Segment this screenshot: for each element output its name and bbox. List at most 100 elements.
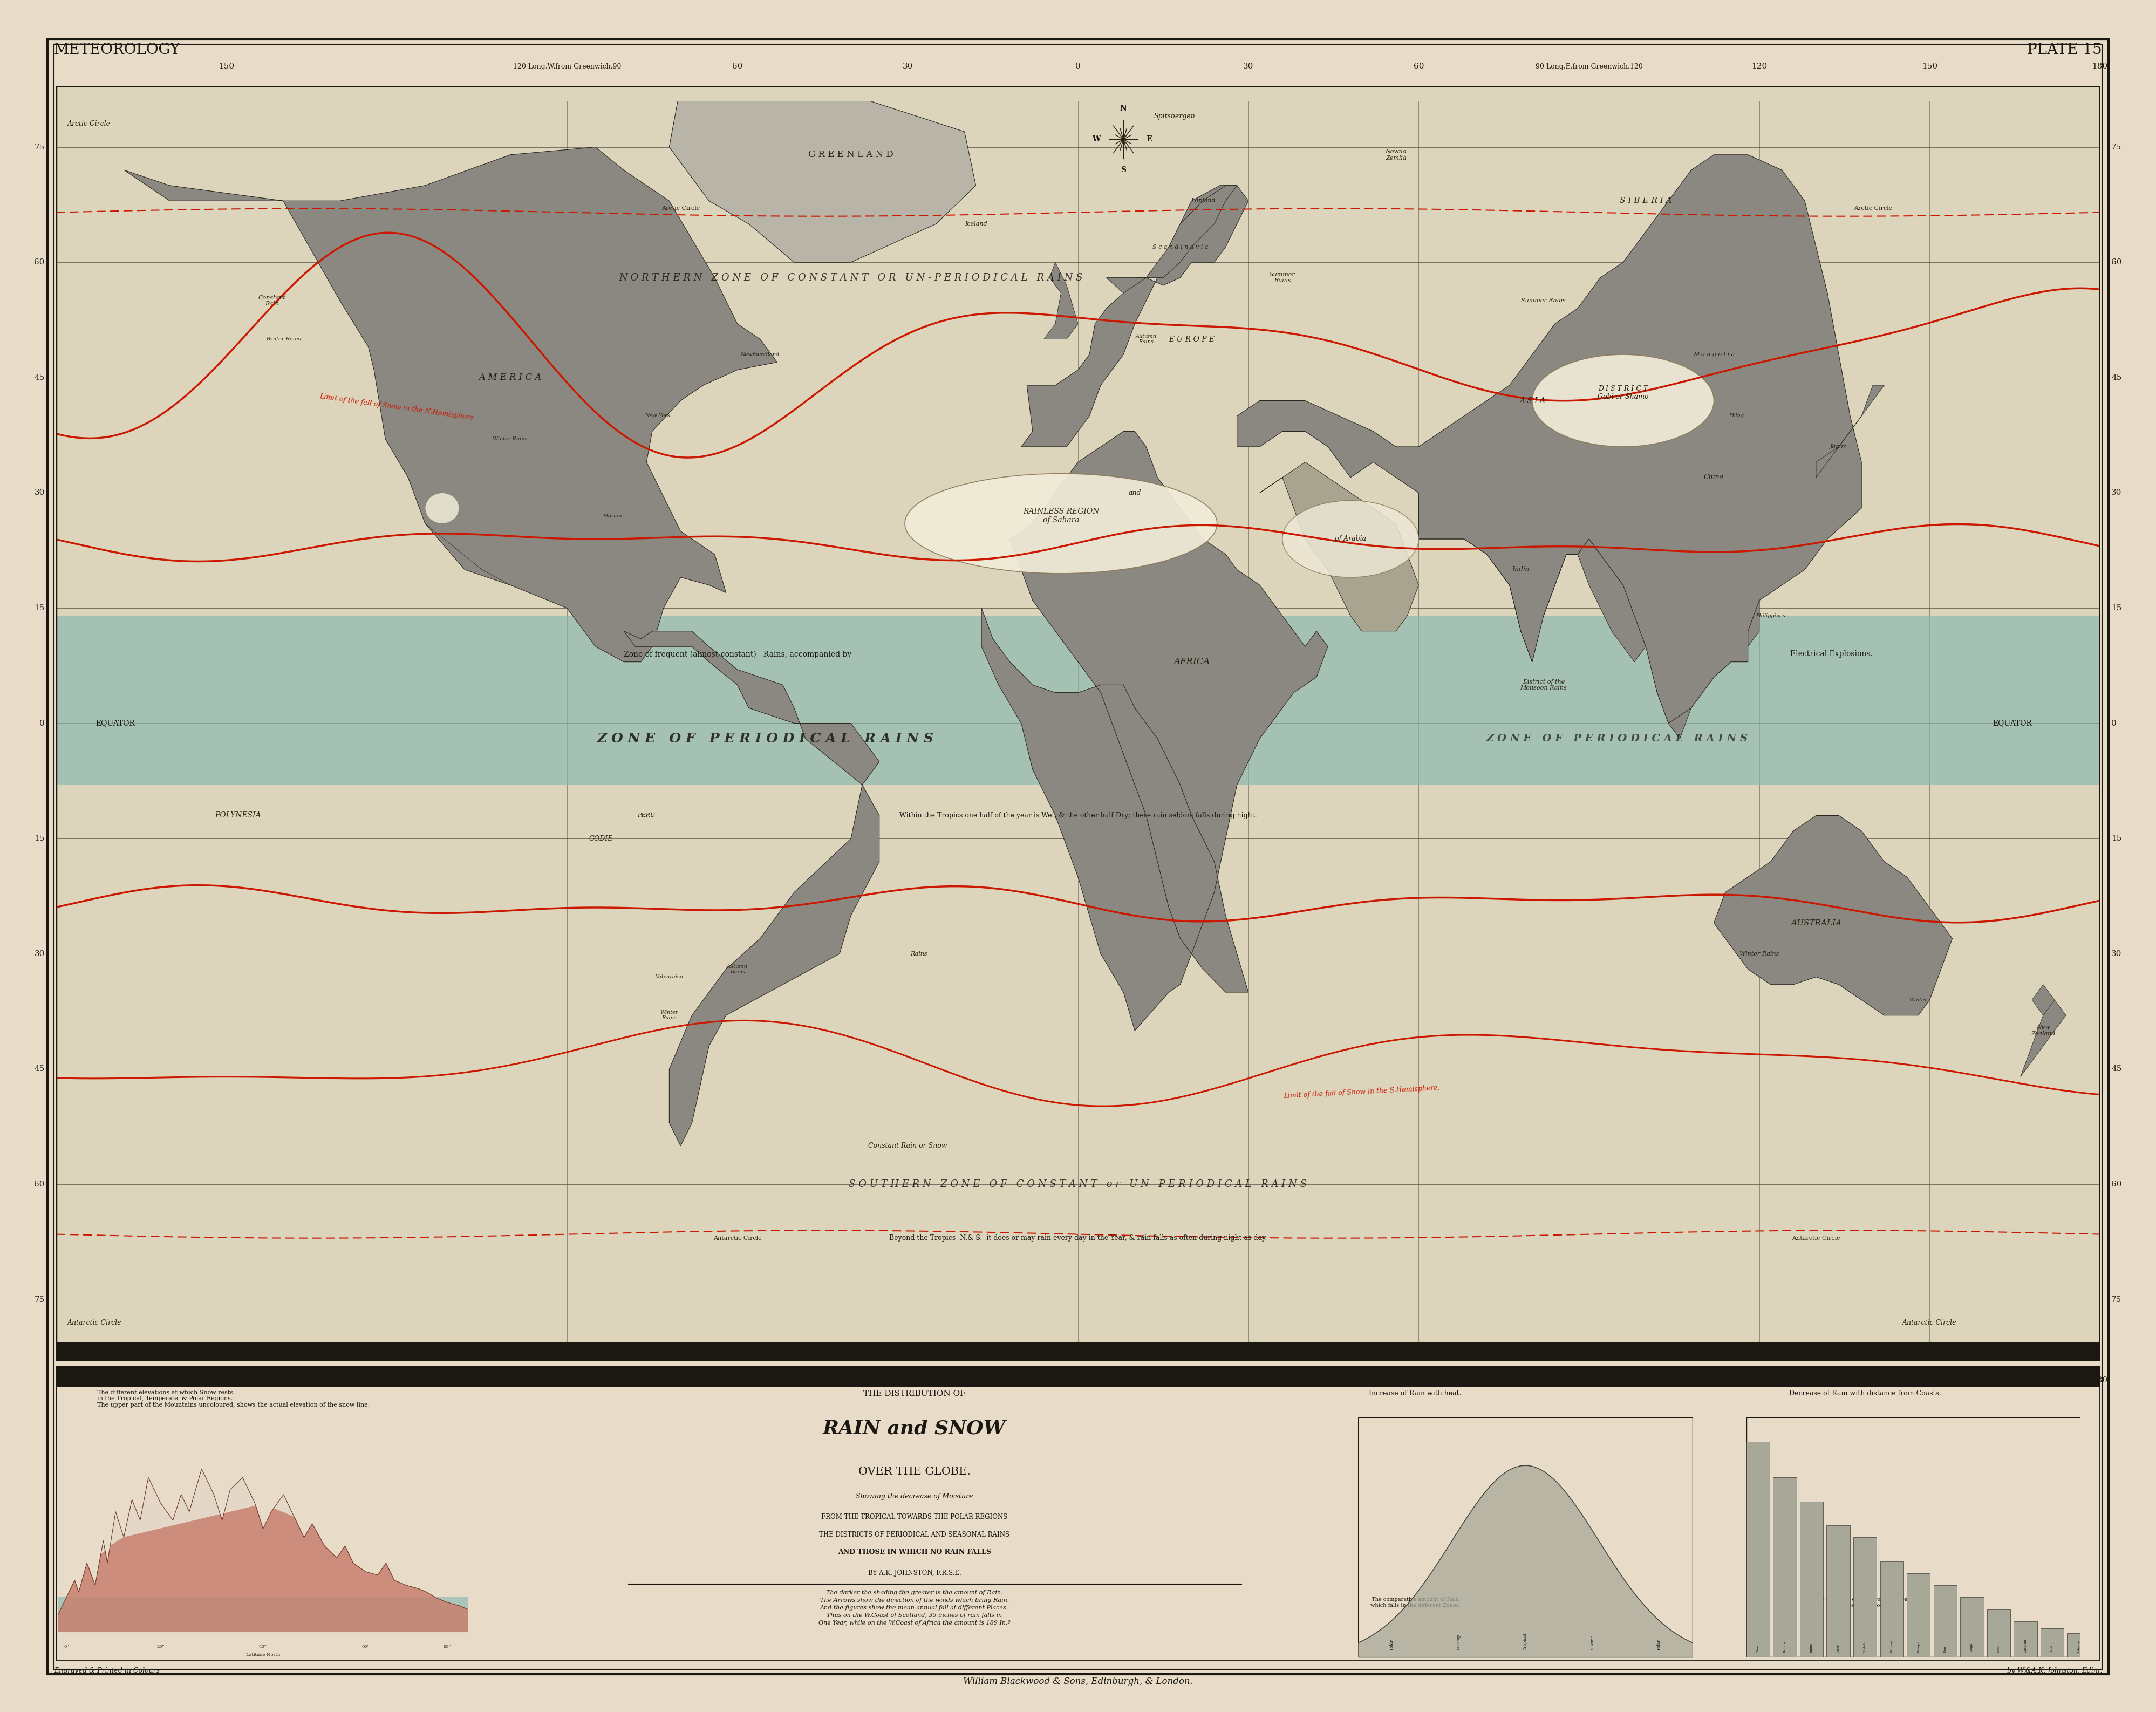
Polygon shape	[1419, 539, 1759, 738]
Text: Valparaiso: Valparaiso	[655, 974, 683, 979]
Text: EQUATOR: EQUATOR	[95, 719, 136, 728]
Text: Constant Rain or Snow: Constant Rain or Snow	[869, 1142, 946, 1149]
Text: 30: 30	[903, 63, 912, 70]
Polygon shape	[981, 431, 1328, 1031]
Text: 150: 150	[1921, 1376, 1938, 1383]
Text: E U R O P E: E U R O P E	[1169, 336, 1214, 342]
Ellipse shape	[906, 474, 1218, 574]
Text: 120: 120	[1751, 63, 1768, 70]
Text: Rhine: Rhine	[1811, 1642, 1813, 1652]
Text: of Arabia: of Arabia	[1335, 536, 1367, 543]
Polygon shape	[425, 524, 511, 586]
Text: 45: 45	[34, 373, 45, 382]
Bar	[1746, 1442, 1770, 1657]
Text: 60: 60	[34, 259, 45, 265]
Text: 0: 0	[1076, 63, 1080, 70]
Text: 120: 120	[1751, 1376, 1768, 1383]
Text: Interior: Interior	[2078, 1640, 2081, 1652]
Text: N: N	[1119, 104, 1128, 113]
Text: The comparative amount of Rain
which falls in the different Zones.: The comparative amount of Rain which fal…	[1371, 1597, 1460, 1608]
Text: PERU: PERU	[638, 813, 655, 818]
Bar	[58, 1597, 468, 1632]
Text: 45: 45	[34, 1065, 45, 1073]
Polygon shape	[1022, 185, 1248, 447]
Text: Dnieper: Dnieper	[1917, 1638, 1919, 1652]
Text: 30: 30	[2111, 490, 2122, 496]
Text: 120 Long.W.from Greenwich.90: 120 Long.W.from Greenwich.90	[513, 1376, 621, 1383]
Text: Tropical: Tropical	[1522, 1633, 1529, 1650]
Text: 60: 60	[2111, 1181, 2122, 1188]
Text: Arctic Circle: Arctic Circle	[662, 205, 701, 211]
Text: Antarctic Circle: Antarctic Circle	[1792, 1236, 1841, 1241]
Text: Philippines: Philippines	[1755, 613, 1785, 618]
Text: Don: Don	[1945, 1645, 1947, 1652]
Text: RAIN and SNOW: RAIN and SNOW	[824, 1419, 1007, 1438]
Text: D I S T R I C T
Gobi or Shamo: D I S T R I C T Gobi or Shamo	[1598, 385, 1649, 401]
Text: Limit of the fall of Snow in the N.Hemisphere: Limit of the fall of Snow in the N.Hemis…	[319, 394, 474, 421]
Text: Winter
Rains: Winter Rains	[660, 1010, 679, 1020]
Text: Vistula: Vistula	[1863, 1640, 1867, 1652]
Text: New York: New York	[645, 414, 671, 418]
Text: S O U T H E R N   Z O N E   O F   C O N S T A N T   o r   U N - P E R I O D I C : S O U T H E R N Z O N E O F C O N S T A …	[849, 1180, 1307, 1190]
Ellipse shape	[1533, 354, 1714, 447]
Text: PLATE 15: PLATE 15	[2027, 43, 2102, 58]
Text: 75: 75	[2111, 1296, 2122, 1303]
Text: Antarctic Circle: Antarctic Circle	[1902, 1320, 1958, 1327]
Text: Arctic Circle: Arctic Circle	[67, 120, 110, 127]
Text: RAINLESS REGION
of Sahara: RAINLESS REGION of Sahara	[1022, 508, 1100, 524]
Bar	[2068, 1633, 2091, 1657]
Text: S c a n d i n a v i a: S c a n d i n a v i a	[1151, 245, 1207, 250]
Text: Volga: Volga	[1971, 1644, 1973, 1652]
Text: AUSTRALIA: AUSTRALIA	[1792, 919, 1841, 926]
Text: The darker the shading the greater is the amount of Rain.
The Arrows show the di: The darker the shading the greater is th…	[819, 1590, 1011, 1626]
Text: W: W	[1093, 135, 1102, 144]
Text: The decrease of Rain from the Coasts
to the interior of Continents.: The decrease of Rain from the Coasts to …	[1815, 1597, 1915, 1608]
Text: 60: 60	[1414, 1376, 1423, 1383]
Bar	[1906, 1573, 1930, 1657]
Ellipse shape	[1283, 500, 1419, 577]
Text: Winter Rains: Winter Rains	[265, 337, 300, 342]
Text: 75: 75	[2111, 144, 2122, 151]
Text: Caspian: Caspian	[2024, 1638, 2027, 1652]
Text: 15: 15	[2111, 835, 2122, 842]
Text: 15: 15	[34, 835, 45, 842]
Text: 90 Long.E.from Greenwich.120: 90 Long.E.from Greenwich.120	[1535, 1376, 1643, 1383]
Text: Autumn
Rains: Autumn Rains	[727, 964, 748, 974]
Text: Increase of Rain with heat.: Increase of Rain with heat.	[1369, 1390, 1462, 1397]
Text: 30: 30	[1244, 1376, 1253, 1383]
Text: The different elevations at which Snow rests
in the Tropical, Temperate, & Polar: The different elevations at which Snow r…	[97, 1390, 369, 1407]
Text: METEOROLOGY: METEOROLOGY	[54, 43, 181, 58]
Text: Iceland: Iceland	[964, 221, 987, 226]
Text: Newfoundland: Newfoundland	[740, 353, 780, 356]
Text: 15: 15	[34, 604, 45, 611]
Text: Oder: Oder	[1837, 1644, 1839, 1652]
Bar	[1934, 1585, 1958, 1657]
Text: N O R T H E R N   Z O N E   O F   C O N S T A N T   O R   U N - P E R I O D I C : N O R T H E R N Z O N E O F C O N S T A …	[619, 272, 1082, 282]
Text: Autumn
Rains: Autumn Rains	[1136, 334, 1156, 344]
Polygon shape	[623, 632, 880, 1145]
Text: Britain: Britain	[1783, 1640, 1785, 1652]
Polygon shape	[1815, 385, 1884, 478]
Text: by W.&A.K. Johnston, Edinr.: by W.&A.K. Johnston, Edinr.	[2007, 1667, 2102, 1674]
Text: 0°: 0°	[65, 1644, 69, 1649]
Text: 15: 15	[2111, 604, 2122, 611]
Text: 30: 30	[34, 950, 45, 957]
Text: EQUATOR: EQUATOR	[1992, 719, 2031, 728]
Text: Electrical Explosions.: Electrical Explosions.	[1789, 651, 1874, 657]
Text: Coast: Coast	[1757, 1644, 1759, 1652]
Text: 120 Long.W.from Greenwich.90: 120 Long.W.from Greenwich.90	[513, 63, 621, 70]
Text: A M E R I C A: A M E R I C A	[479, 373, 541, 382]
Text: 60: 60	[34, 1181, 45, 1188]
Bar	[56, 616, 2100, 784]
Text: S.Temp.: S.Temp.	[1589, 1633, 1595, 1650]
Text: THE DISTRICTS OF PERIODICAL AND SEASONAL RAINS: THE DISTRICTS OF PERIODICAL AND SEASONAL…	[819, 1531, 1009, 1537]
Bar	[1854, 1537, 1876, 1657]
Polygon shape	[2020, 1000, 2065, 1077]
Bar	[1772, 1477, 1796, 1657]
Text: 40°: 40°	[259, 1644, 267, 1649]
Text: 60: 60	[733, 1376, 742, 1383]
Text: and: and	[1128, 490, 1141, 496]
Text: 60: 60	[2111, 259, 2122, 265]
Text: Novaia
Zemlia: Novaia Zemlia	[1386, 149, 1406, 161]
Text: Ural: Ural	[1996, 1645, 2001, 1652]
